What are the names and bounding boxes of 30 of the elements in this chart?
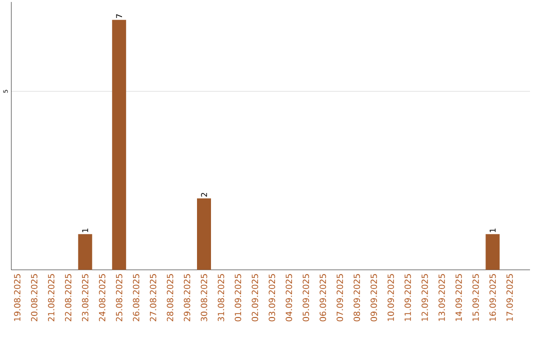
x-tick-label: 03.09.2025 bbox=[268, 274, 276, 322]
x-tick-label: 30.08.2025 bbox=[200, 274, 208, 322]
x-tick-label: 23.08.2025 bbox=[82, 274, 88, 322]
x-tick-label: 29.08.2025 bbox=[184, 274, 190, 322]
x-tick-label: 08.09.2025 bbox=[354, 274, 360, 322]
x-tick-label: 13.09.2025 bbox=[438, 274, 445, 321]
x-tick-label: 17.09.2025 bbox=[506, 274, 513, 321]
x-tick-label: 22.08.2025 bbox=[64, 274, 72, 322]
x-tick-label: 19.08.2025 bbox=[14, 274, 20, 321]
x-tick-label: 16.09.2025 bbox=[489, 274, 496, 321]
x-tick-label: 31.08.2025 bbox=[218, 274, 224, 322]
x-tick-label: 25.08.2025 bbox=[116, 274, 122, 322]
x-tick-label: 12.09.2025 bbox=[422, 274, 428, 321]
x-tick-label: 10.09.2025 bbox=[388, 274, 394, 321]
x-tick-label: 01.09.2025 bbox=[234, 274, 242, 322]
x-tick-label: 04.09.2025 bbox=[286, 274, 292, 322]
x-tick-label: 05.09.2025 bbox=[302, 274, 310, 322]
x-tick-label: 26.08.2025 bbox=[132, 274, 140, 322]
x-tick-label: 15.09.2025 bbox=[472, 274, 479, 321]
x-tick-label: 02.09.2025 bbox=[252, 274, 258, 322]
x-tick-label: 24.08.2025 bbox=[98, 274, 106, 322]
x-tick-label: 11.09.2025 bbox=[404, 274, 411, 321]
x-tick-label: 21.08.2025 bbox=[48, 274, 54, 322]
x-tick-label: 28.08.2025 bbox=[166, 274, 174, 322]
x-tick-label: 06.09.2025 bbox=[320, 274, 326, 322]
x-tick-label: 09.09.2025 bbox=[370, 274, 377, 322]
x-tick-label: 07.09.2025 bbox=[336, 274, 344, 322]
x-tick-label: 14.09.2025 bbox=[455, 274, 462, 321]
x-tick-label: 20.08.2025 bbox=[31, 274, 38, 322]
x-tick-label: 27.08.2025 bbox=[150, 274, 156, 322]
